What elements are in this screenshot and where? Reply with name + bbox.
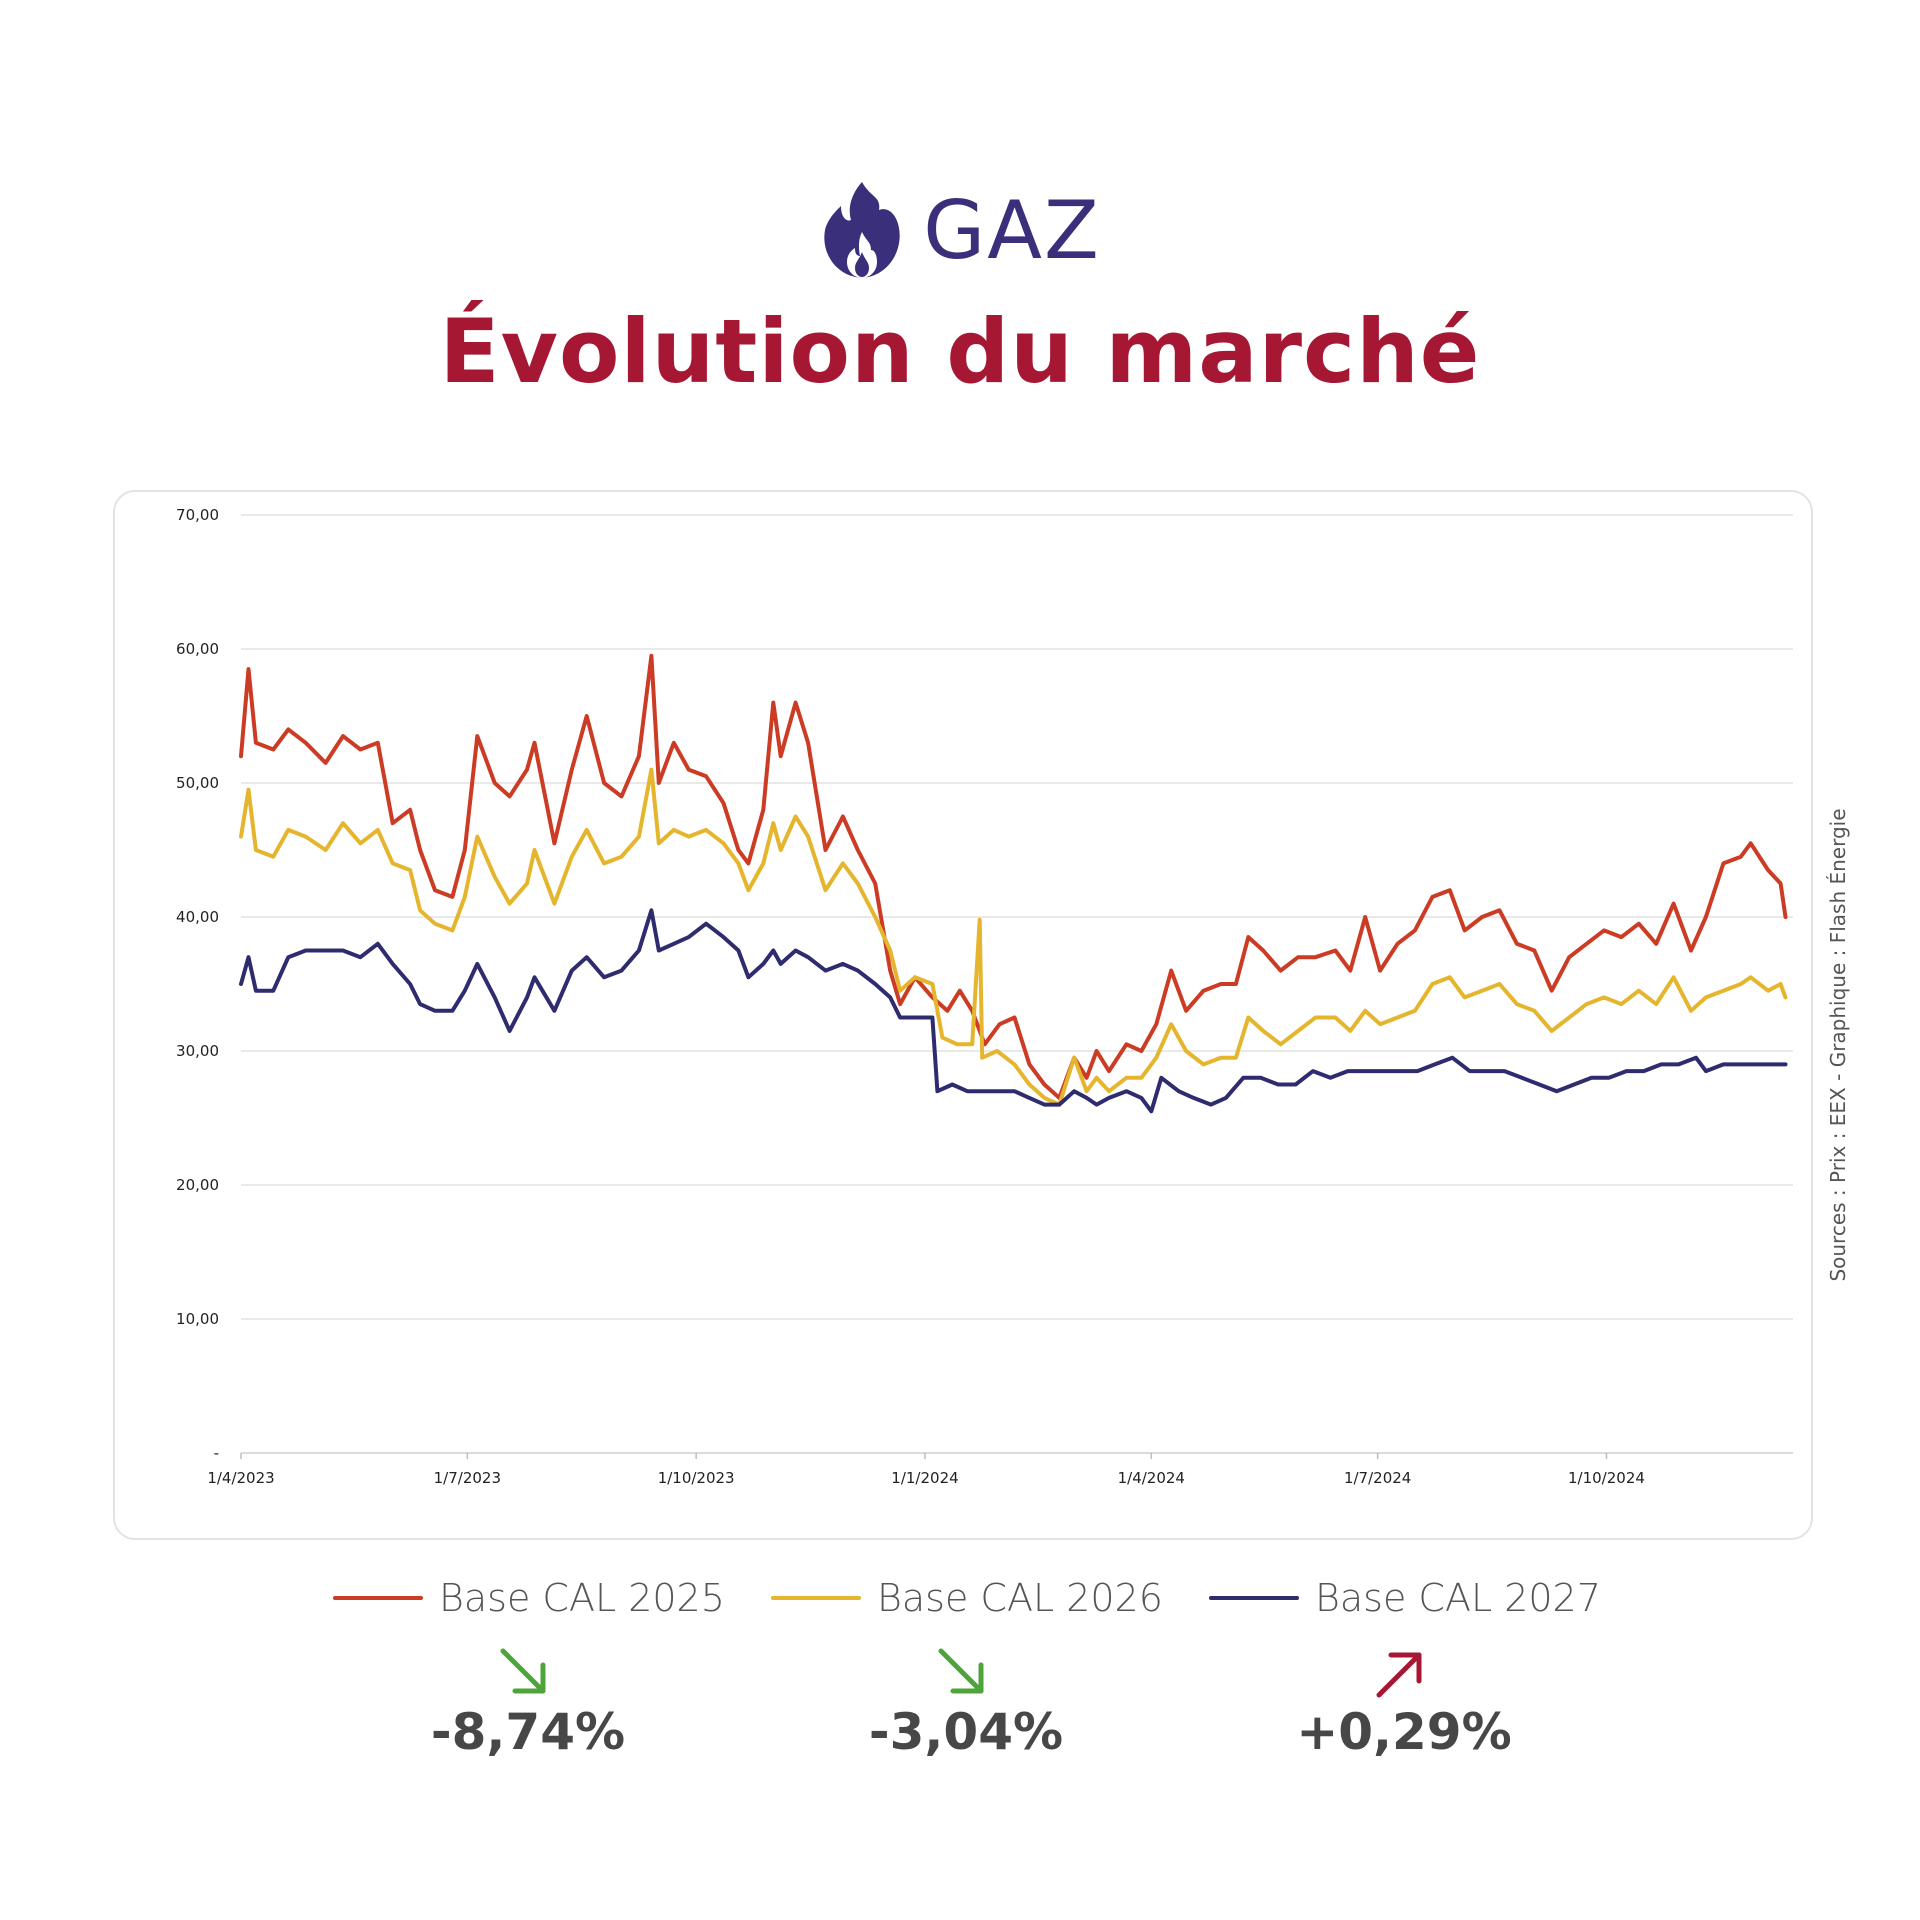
x-tick-label: 1/7/2023	[434, 1469, 501, 1487]
legend-swatch	[771, 1596, 861, 1600]
y-tick-label: 30,00	[176, 1042, 219, 1060]
y-tick-label: 60,00	[176, 640, 219, 658]
y-tick-label: -	[214, 1444, 219, 1462]
page-title: Évolution du marché	[439, 300, 1481, 403]
series-line-base-cal-2025	[239, 653, 1788, 1100]
legend: Base CAL 2025 Base CAL 2026 Base CAL 202…	[0, 1570, 1920, 1626]
flame-icon	[824, 182, 900, 278]
y-tick-label: 70,00	[176, 506, 219, 524]
change-cal-2026: -3,04%	[816, 1645, 1116, 1765]
series-line-base-cal-2026	[239, 767, 1788, 1107]
section-label: GAZ	[923, 183, 1101, 277]
y-tick-label: 50,00	[176, 774, 219, 792]
x-tick-label: 1/7/2024	[1344, 1469, 1411, 1487]
legend-label: Base CAL 2026	[877, 1576, 1163, 1620]
change-cal-2027: +0,29%	[1254, 1645, 1554, 1765]
x-tick-label: 1/10/2023	[658, 1469, 735, 1487]
y-tick-label: 20,00	[176, 1176, 219, 1194]
legend-item-cal-2025: Base CAL 2025	[333, 1570, 725, 1626]
legend-label: Base CAL 2025	[439, 1576, 725, 1620]
header: GAZ	[0, 175, 1920, 285]
x-tick-label: 1/10/2024	[1568, 1469, 1645, 1487]
legend-label: Base CAL 2027	[1315, 1576, 1601, 1620]
change-cal-2025: -8,74%	[378, 1645, 678, 1765]
legend-item-cal-2026: Base CAL 2026	[771, 1570, 1163, 1626]
x-tick-label: 1/4/2024	[1118, 1469, 1185, 1487]
y-tick-label: 40,00	[176, 908, 219, 926]
series-line-base-cal-2027	[239, 908, 1788, 1114]
arrow-down-right-icon	[500, 1648, 546, 1694]
change-value: -8,74%	[430, 1703, 626, 1761]
change-value: +0,29%	[1296, 1703, 1512, 1761]
y-tick-label: 10,00	[176, 1310, 219, 1328]
line-chart: - 10,00 20,00 30,00 40,00 50,00 60,00 70,00 1/4/…	[176, 506, 1793, 1487]
source-note-text: Sources : Prix : EEX - Graphique : Flash…	[1826, 808, 1850, 1282]
arrow-up-right-icon	[1376, 1652, 1422, 1698]
x-tick-label: 1/1/2024	[891, 1469, 958, 1487]
chart-card: - 10,00 20,00 30,00 40,00 50,00 60,00 70,00 1/4/…	[113, 490, 1813, 1540]
legend-item-cal-2027: Base CAL 2027	[1209, 1570, 1601, 1626]
arrow-down-right-icon	[938, 1648, 984, 1694]
x-tick-label: 1/4/2023	[207, 1469, 274, 1487]
legend-swatch	[1209, 1596, 1299, 1600]
change-value: -3,04%	[868, 1703, 1064, 1761]
legend-swatch	[333, 1596, 423, 1600]
